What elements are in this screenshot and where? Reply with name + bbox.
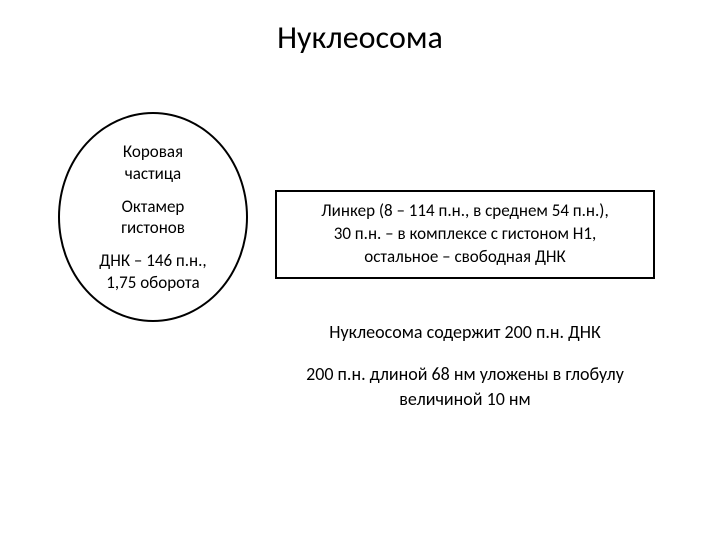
linker-line-2: 30 п.н. – в комплексе с гистоном Н1, xyxy=(287,223,643,246)
linker-line-1: Линкер (8 – 114 п.н., в среднем 54 п.н.)… xyxy=(287,200,643,223)
core-label-3: ДНК – 146 п.н., 1,75 оборота xyxy=(99,250,206,293)
summary-line-3: величиной 10 нм xyxy=(270,387,660,411)
core-line-3: Октамер xyxy=(121,196,185,217)
core-label-1: Коровая частица xyxy=(123,141,183,184)
core-particle-ellipse: Коровая частица Октамер гистонов ДНК – 1… xyxy=(58,112,248,322)
summary-line-1: Нуклеосома содержит 200 п.н. ДНК xyxy=(270,320,660,344)
linker-line-3: остальное – свободная ДНК xyxy=(287,246,643,269)
core-line-2: частица xyxy=(123,163,183,184)
page-title: Нуклеосома xyxy=(0,18,720,57)
core-line-4: гистонов xyxy=(121,217,185,238)
core-line-6: 1,75 оборота xyxy=(99,272,206,293)
core-line-5: ДНК – 146 п.н., xyxy=(99,250,206,271)
summary-block: Нуклеосома содержит 200 п.н. ДНК 200 п.н… xyxy=(270,320,660,411)
core-line-1: Коровая xyxy=(123,141,183,162)
core-label-2: Октамер гистонов xyxy=(121,196,185,239)
summary-line-2: 200 п.н. длиной 68 нм уложены в глобулу xyxy=(270,362,660,386)
linker-box: Линкер (8 – 114 п.н., в среднем 54 п.н.)… xyxy=(275,190,655,279)
summary-gap xyxy=(270,344,660,362)
